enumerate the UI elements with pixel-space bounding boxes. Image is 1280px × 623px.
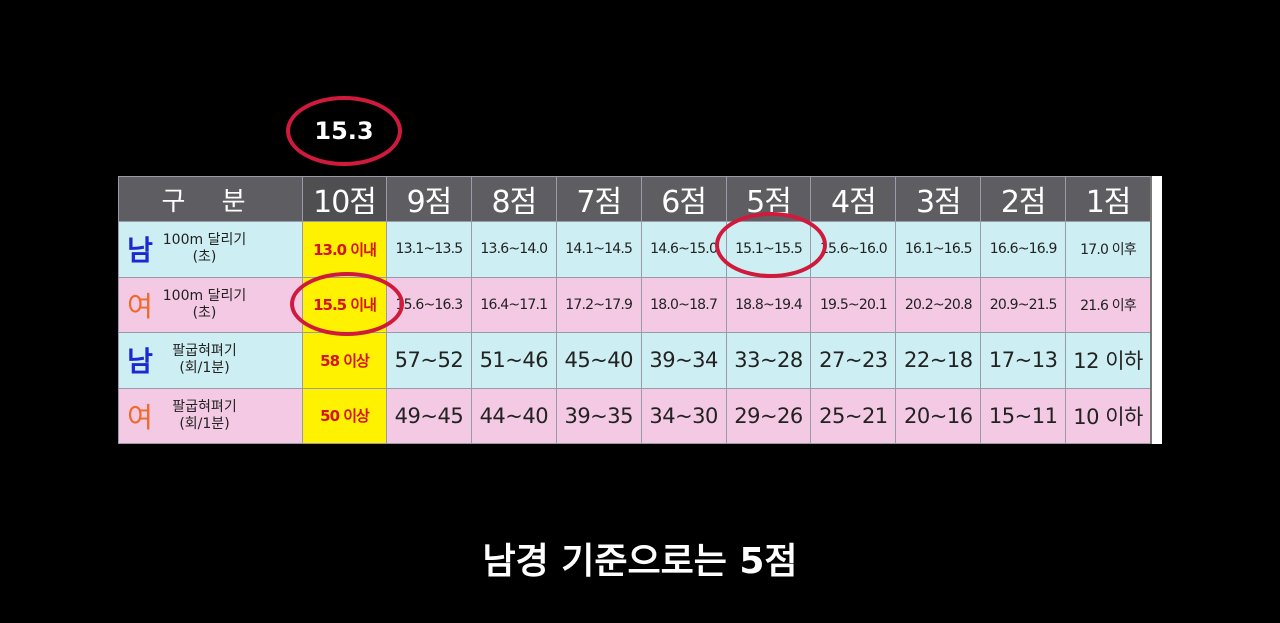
table-row: 남 팔굽혀펴기 (회/1분) 58 이상 57~52 51~46 45~40 39~34 33~… bbox=[118, 332, 1152, 389]
score-cell: 16.4~17.1 bbox=[470, 276, 557, 333]
event-name: 100m 달리기 bbox=[162, 287, 247, 304]
score-cell: 14.1~14.5 bbox=[555, 221, 642, 278]
event-name: 100m 달리기 bbox=[162, 232, 247, 249]
score-cell: 10 이하 bbox=[1065, 387, 1152, 444]
circle-annotation-10-point-female bbox=[290, 272, 404, 336]
header-score: 6점 bbox=[640, 176, 727, 222]
score-cell: 22~18 bbox=[895, 332, 982, 389]
score-cell: 18.8~19.4 bbox=[725, 276, 812, 333]
header-score: 7점 bbox=[555, 176, 642, 222]
fitness-score-table: 구 분 10점 9점 8점 7점 6점 5점 4점 3점 2점 1점 남 100m 달리기 (초) 13.… bbox=[118, 176, 1152, 444]
event-unit: (회/1분) bbox=[179, 415, 230, 432]
score-cell: 25~21 bbox=[810, 387, 897, 444]
score-cell: 45~40 bbox=[555, 332, 642, 389]
table-row: 여 팔굽혀펴기 (회/1분) 50 이상 49~45 44~40 39~35 34~30 29~… bbox=[118, 387, 1152, 444]
sex-label: 여 bbox=[127, 289, 153, 323]
table-right-border bbox=[1150, 176, 1162, 444]
event-unit: (초) bbox=[192, 249, 217, 266]
table-header-row: 구 분 10점 9점 8점 7점 6점 5점 4점 3점 2점 1점 bbox=[118, 176, 1152, 222]
score-cell: 29~26 bbox=[725, 387, 812, 444]
score-cell: 20~16 bbox=[895, 387, 982, 444]
score-cell: 16.1~16.5 bbox=[895, 221, 982, 278]
score-cell: 17.0 이후 bbox=[1065, 221, 1152, 278]
table-row: 남 100m 달리기 (초) 13.0 이내 13.1~13.5 13.6~14.0 14.… bbox=[118, 221, 1152, 278]
header-score: 1점 bbox=[1065, 176, 1152, 222]
score-cell: 14.6~15.0 bbox=[640, 221, 727, 278]
header-category: 구 분 bbox=[118, 176, 303, 222]
table-row: 여 100m 달리기 (초) 15.5 이내 15.6~16.3 16.4~17.1 17.… bbox=[118, 276, 1152, 333]
score-cell: 13.0 이내 bbox=[302, 221, 387, 278]
circle-annotation-5-point bbox=[715, 212, 827, 278]
score-cell: 20.2~20.8 bbox=[895, 276, 982, 333]
subtitle-caption: 남경 기준으로는 5점 bbox=[482, 541, 798, 582]
score-cell: 17~13 bbox=[980, 332, 1067, 389]
score-cell: 18.0~18.7 bbox=[640, 276, 727, 333]
event-name: 팔굽혀펴기 bbox=[172, 343, 237, 360]
score-cell: 51~46 bbox=[470, 332, 557, 389]
header-score: 10점 bbox=[302, 176, 387, 222]
score-cell: 57~52 bbox=[386, 332, 472, 389]
event-unit: (초) bbox=[192, 304, 217, 321]
header-score: 3점 bbox=[895, 176, 982, 222]
header-score: 9점 bbox=[386, 176, 472, 222]
event-unit: (회/1분) bbox=[179, 360, 230, 377]
score-cell: 33~28 bbox=[725, 332, 812, 389]
row-label: 여 100m 달리기 (초) bbox=[118, 276, 303, 333]
header-score: 4점 bbox=[810, 176, 897, 222]
sex-label: 남 bbox=[127, 234, 153, 268]
score-cell: 39~35 bbox=[555, 387, 642, 444]
row-label: 남 100m 달리기 (초) bbox=[118, 221, 303, 278]
score-cell: 20.9~21.5 bbox=[980, 276, 1067, 333]
score-cell: 15~11 bbox=[980, 387, 1067, 444]
score-cell: 13.1~13.5 bbox=[386, 221, 472, 278]
score-cell: 16.6~16.9 bbox=[980, 221, 1067, 278]
score-cell: 27~23 bbox=[810, 332, 897, 389]
sex-label: 여 bbox=[127, 400, 153, 434]
row-label: 남 팔굽혀펴기 (회/1분) bbox=[118, 332, 303, 389]
score-cell: 49~45 bbox=[386, 387, 472, 444]
score-cell: 13.6~14.0 bbox=[470, 221, 557, 278]
circle-annotation-top bbox=[286, 96, 402, 166]
score-cell: 17.2~17.9 bbox=[555, 276, 642, 333]
score-cell: 21.6 이후 bbox=[1065, 276, 1152, 333]
score-cell: 58 이상 bbox=[302, 332, 387, 389]
sex-label: 남 bbox=[127, 345, 153, 379]
score-cell: 39~34 bbox=[640, 332, 727, 389]
score-cell: 50 이상 bbox=[302, 387, 387, 444]
score-cell: 12 이하 bbox=[1065, 332, 1152, 389]
event-name: 팔굽혀펴기 bbox=[172, 398, 237, 415]
header-score: 2점 bbox=[980, 176, 1067, 222]
header-score: 8점 bbox=[470, 176, 557, 222]
row-label: 여 팔굽혀펴기 (회/1분) bbox=[118, 387, 303, 444]
score-cell: 19.5~20.1 bbox=[810, 276, 897, 333]
score-cell: 34~30 bbox=[640, 387, 727, 444]
score-cell: 44~40 bbox=[470, 387, 557, 444]
